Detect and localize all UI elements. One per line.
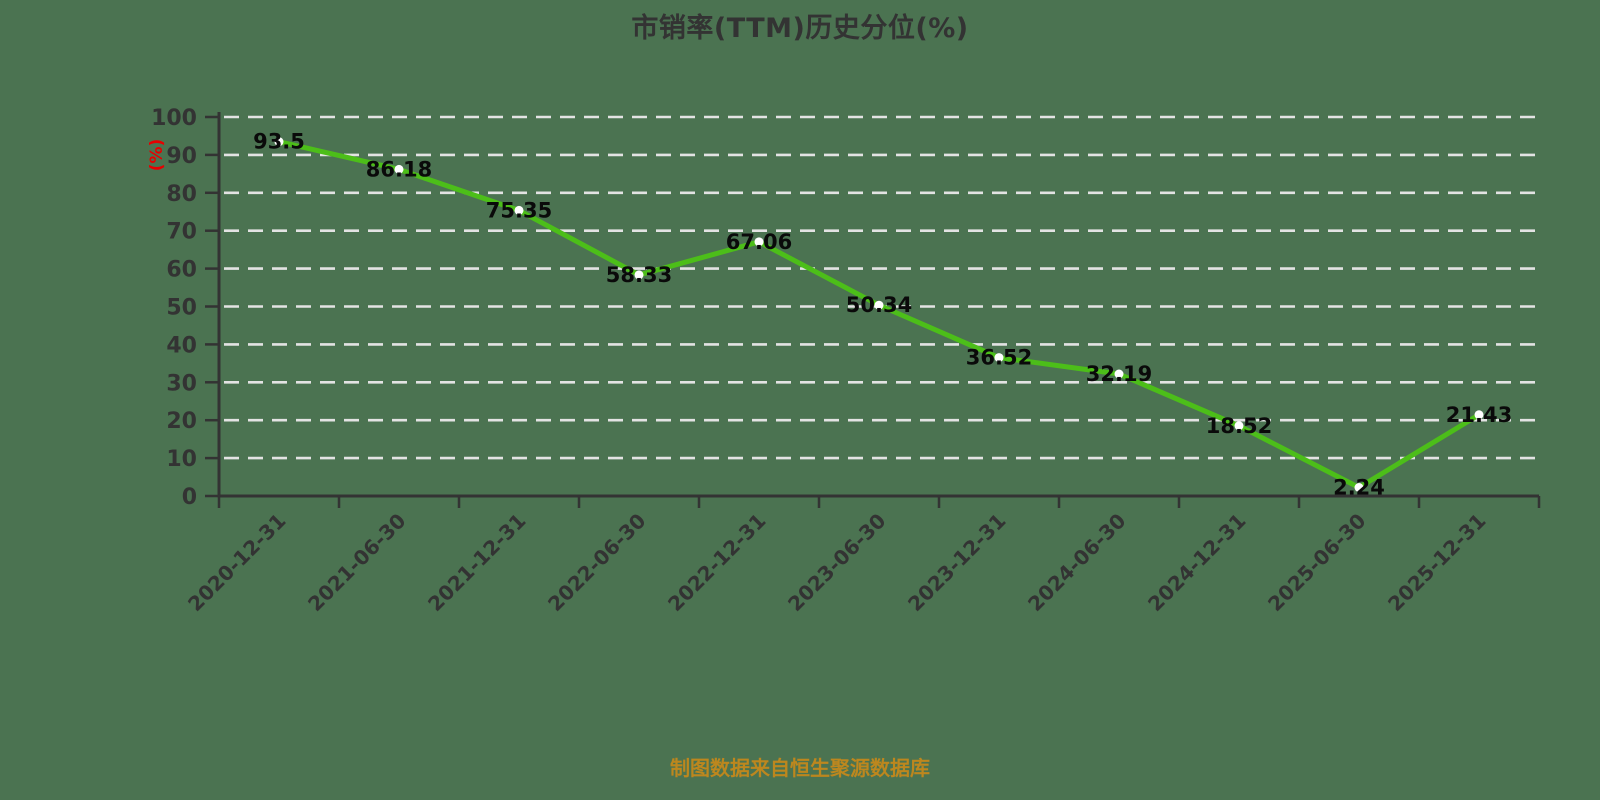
- data-point-marker[interactable]: [754, 237, 764, 247]
- y-tick-label: 80: [166, 182, 197, 207]
- y-tick-label: 100: [151, 106, 197, 131]
- data-point-label: 50.34: [846, 293, 912, 317]
- x-tick-label: 2022-12-31: [663, 509, 770, 616]
- x-tick-label: 2021-06-30: [303, 509, 410, 616]
- y-tick-label: 40: [166, 333, 197, 358]
- y-tick-label: 70: [166, 220, 197, 245]
- data-point-marker[interactable]: [634, 270, 644, 280]
- x-tick-label: 2024-06-30: [1023, 509, 1130, 616]
- x-tick-label: 2025-12-31: [1383, 509, 1490, 616]
- data-point-marker[interactable]: [1474, 410, 1484, 420]
- data-point-marker[interactable]: [394, 164, 404, 174]
- y-tick-label: 30: [166, 371, 197, 396]
- y-tick-label: 10: [166, 447, 197, 472]
- data-source-caption: 制图数据来自恒生聚源数据库: [670, 756, 930, 780]
- data-point-label: 93.5: [253, 130, 305, 154]
- x-tick-label: 2022-06-30: [543, 509, 650, 616]
- data-point-label: 21.43: [1446, 403, 1512, 427]
- chart-title: 市销率(TTM)历史分位(%): [631, 13, 969, 44]
- data-point-marker[interactable]: [1114, 369, 1124, 379]
- data-point-label: 36.52: [966, 346, 1032, 370]
- y-tick-label: 50: [166, 296, 197, 321]
- y-tick-label: 90: [166, 144, 197, 169]
- y-tick-label: 20: [166, 409, 197, 434]
- data-point-marker[interactable]: [994, 353, 1004, 363]
- data-point-label: 32.19: [1086, 362, 1152, 386]
- x-tick-label: 2021-12-31: [423, 509, 530, 616]
- data-point-marker[interactable]: [274, 137, 284, 147]
- data-point-label: 86.18: [366, 157, 432, 181]
- data-point-marker[interactable]: [1354, 483, 1364, 493]
- y-tick-label: 60: [166, 258, 197, 283]
- data-point-label: 58.33: [606, 263, 672, 287]
- x-tick-label: 2024-12-31: [1143, 509, 1250, 616]
- x-tick-label: 2020-12-31: [183, 509, 290, 616]
- x-tick-label: 2023-12-31: [903, 509, 1010, 616]
- data-point-marker[interactable]: [514, 205, 524, 215]
- data-point-marker[interactable]: [1234, 421, 1244, 431]
- y-tick-label: 0: [182, 485, 197, 510]
- x-tick-label: 2023-06-30: [783, 509, 890, 616]
- data-point-label: 67.06: [726, 230, 792, 254]
- data-point-marker[interactable]: [874, 300, 884, 310]
- data-point-label: 75.35: [486, 198, 552, 222]
- data-point-label: 2.24: [1333, 476, 1385, 500]
- x-tick-label: 2025-06-30: [1263, 509, 1370, 616]
- data-point-label: 18.52: [1206, 414, 1272, 438]
